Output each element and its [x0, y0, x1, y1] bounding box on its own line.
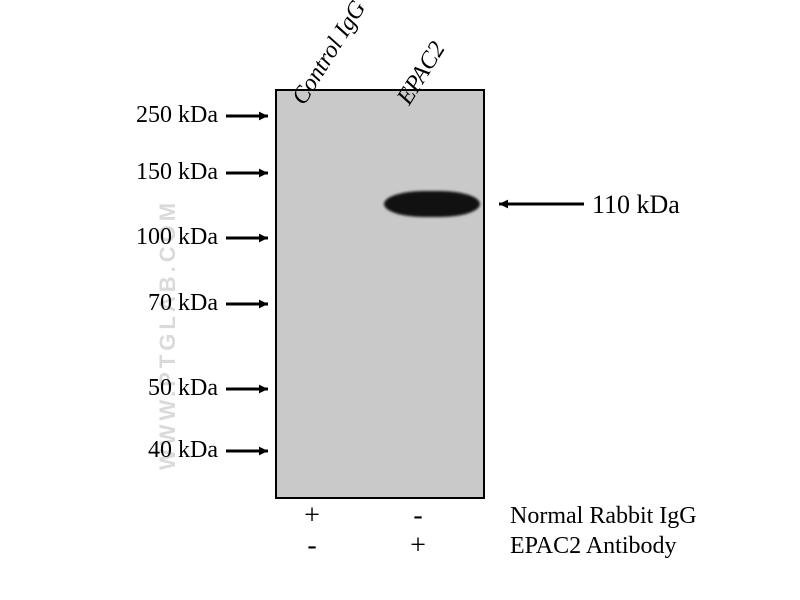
minus-sign: -	[297, 530, 327, 562]
marker-label: 100 kDa	[136, 224, 218, 251]
bottom-legend: Normal Rabbit IgG	[510, 503, 697, 530]
marker-arrow	[214, 226, 280, 250]
marker-label: 150 kDa	[136, 159, 218, 186]
plus-sign: +	[403, 530, 433, 562]
marker-label: 50 kDa	[148, 375, 218, 402]
marker-arrow	[214, 439, 280, 463]
marker-arrow	[214, 377, 280, 401]
bottom-legend: EPAC2 Antibody	[510, 533, 677, 560]
figure-container: WWW.PTGLAB.COM Control IgG EPAC2 110 kDa…	[0, 0, 800, 600]
marker-label: 70 kDa	[148, 290, 218, 317]
plus-sign: +	[297, 500, 327, 532]
band-label-110kda: 110 kDa	[592, 190, 680, 220]
minus-sign: -	[403, 500, 433, 532]
marker-arrow	[214, 104, 280, 128]
marker-label: 250 kDa	[136, 102, 218, 129]
band-epac2-110kda	[384, 191, 480, 217]
marker-arrow	[214, 292, 280, 316]
blot-frame	[275, 89, 485, 499]
band-arrow-110kda	[487, 192, 596, 216]
marker-label: 40 kDa	[148, 437, 218, 464]
marker-arrow	[214, 161, 280, 185]
